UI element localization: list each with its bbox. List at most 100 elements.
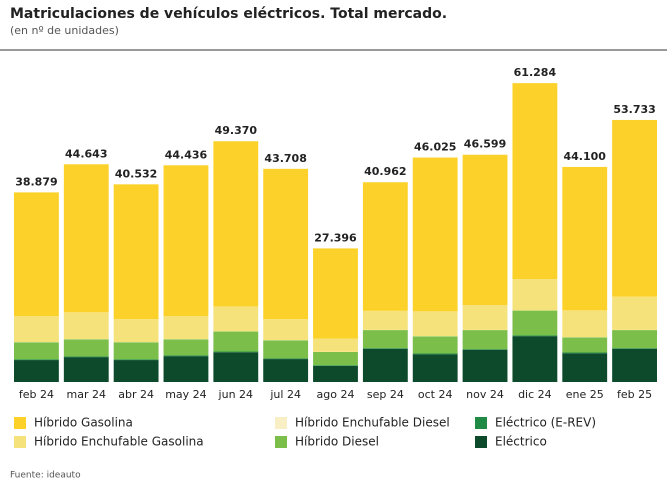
bar-segment — [14, 192, 59, 317]
bar-segment — [14, 360, 59, 382]
bar-segment — [562, 337, 608, 353]
legend-label: Eléctrico — [495, 435, 547, 449]
legend-label: Híbrido Enchufable Gasolina — [34, 435, 204, 449]
bar-segment — [562, 353, 608, 382]
bar-segment — [462, 349, 508, 382]
chart-subtitle: (en nº de unidades) — [10, 24, 119, 37]
bar-segment — [562, 166, 608, 311]
legend-swatch — [14, 417, 26, 429]
bar-segment — [362, 348, 408, 349]
bar-segment — [313, 248, 358, 339]
x-tick-label: oct 24 — [418, 388, 453, 401]
bar-segment — [313, 338, 358, 352]
legend-swatch — [475, 436, 487, 448]
bar-segment — [562, 352, 608, 354]
bar-segment — [362, 330, 408, 349]
bar-segment — [612, 348, 657, 382]
bar-segment — [63, 164, 109, 313]
bar-segment — [412, 157, 458, 312]
bar-segment — [213, 352, 259, 382]
x-tick-label: feb 24 — [19, 388, 54, 401]
legend-swatch — [275, 417, 287, 429]
bar-segment — [512, 83, 558, 280]
bar-segment — [263, 319, 309, 341]
total-label: 49.370 — [215, 124, 258, 137]
bar-segment — [213, 351, 259, 353]
total-label: 46.599 — [464, 138, 506, 151]
x-tick-label: feb 25 — [617, 388, 652, 401]
bar-segment — [163, 339, 209, 356]
bar-segment — [412, 353, 458, 355]
x-tick-label: dic 24 — [518, 388, 552, 401]
bar-segment — [263, 340, 309, 359]
legend-label: Híbrido Enchufable Diesel — [295, 416, 450, 430]
bar-segment — [213, 141, 259, 307]
bar-segment — [63, 312, 109, 340]
bar-segment — [612, 119, 657, 297]
total-label: 44.643 — [65, 147, 107, 160]
bar-segment — [14, 359, 59, 361]
bar-segment — [63, 339, 109, 357]
x-tick-label: may 24 — [165, 388, 206, 401]
total-label: 38.879 — [15, 175, 57, 188]
bar-segment — [14, 316, 59, 343]
legend-label: Eléctrico (E-REV) — [495, 416, 596, 430]
bar-segment — [362, 182, 408, 311]
bar-segment — [512, 279, 558, 311]
total-label: 43.708 — [264, 152, 306, 165]
bar-segment — [213, 306, 259, 332]
bar-segment — [412, 354, 458, 382]
total-label: 27.396 — [314, 231, 357, 244]
legend-swatch — [475, 417, 487, 429]
bar-segment — [313, 365, 358, 366]
total-label: 53.733 — [613, 103, 655, 116]
bar-segment — [113, 342, 159, 360]
legend-label: Híbrido Gasolina — [34, 416, 133, 430]
bar-segment — [462, 330, 508, 350]
total-label: 44.436 — [165, 148, 208, 161]
bar-segment — [113, 319, 159, 343]
bar-segment — [412, 311, 458, 337]
bar-segment — [163, 356, 209, 382]
bar-segment — [263, 358, 309, 360]
bar-segment — [362, 310, 408, 330]
bar-segment — [163, 316, 209, 340]
total-label: 61.284 — [514, 66, 557, 79]
bar-segment — [412, 336, 458, 354]
chart-title: Matriculaciones de vehículos eléctricos.… — [10, 6, 447, 22]
x-tick-label: abr 24 — [118, 388, 154, 401]
legend-label: Híbrido Diesel — [295, 435, 379, 449]
bar-segment — [263, 359, 309, 382]
x-tick-label: mar 24 — [67, 388, 106, 401]
total-label: 40.532 — [115, 167, 157, 180]
total-label: 40.962 — [364, 165, 406, 178]
legend-swatch — [275, 436, 287, 448]
bar-segment — [462, 349, 508, 350]
bar-segment — [612, 296, 657, 330]
bar-segment — [462, 154, 508, 305]
x-tick-label: jun 24 — [218, 388, 254, 401]
legend-swatch — [14, 436, 26, 448]
bar-segment — [362, 348, 408, 382]
bar-segment — [512, 310, 558, 336]
bar-segment — [163, 355, 209, 357]
bar-segment — [63, 357, 109, 382]
bar-segment — [612, 348, 657, 349]
bar-segment — [213, 331, 259, 352]
bar-segment — [562, 310, 608, 338]
x-tick-label: sep 24 — [367, 388, 404, 401]
total-label: 44.100 — [564, 150, 607, 163]
bar-segment — [63, 356, 109, 358]
total-label: 46.025 — [414, 141, 456, 154]
bar-segment — [113, 184, 159, 320]
bar-segment — [512, 335, 558, 337]
bar-segment — [462, 304, 508, 330]
source: Fuente: ideauto — [10, 471, 81, 481]
bar-segment — [113, 359, 159, 361]
bar-segment — [14, 342, 59, 360]
bar-segment — [113, 360, 159, 382]
bar-segment — [313, 352, 358, 366]
bar-segment — [313, 365, 358, 382]
bar-segment — [263, 168, 309, 320]
